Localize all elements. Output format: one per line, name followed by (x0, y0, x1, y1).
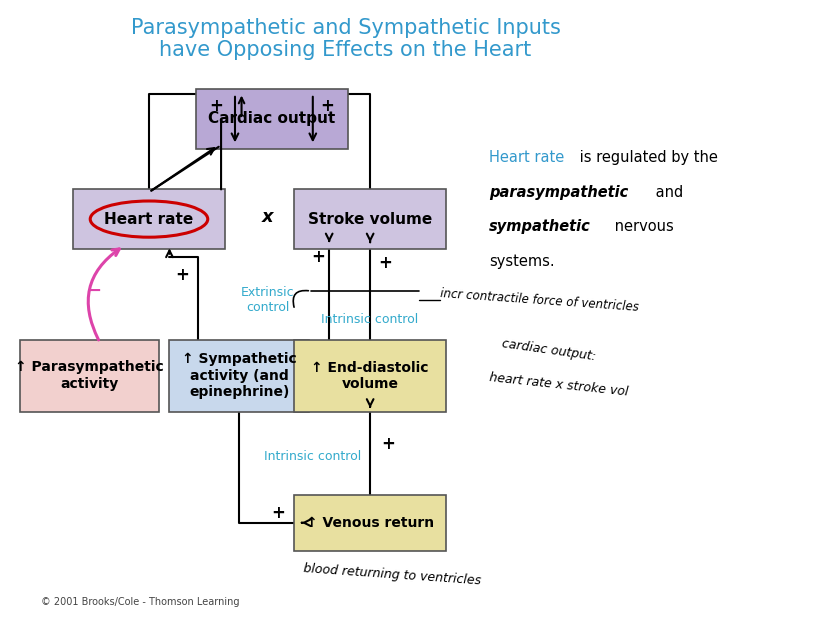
Text: parasympathetic: parasympathetic (488, 185, 627, 200)
Text: Cardiac output: Cardiac output (208, 111, 335, 126)
Text: blood returning to ventricles: blood returning to ventricles (303, 562, 481, 587)
Text: is regulated by the: is regulated by the (574, 150, 717, 165)
FancyBboxPatch shape (294, 495, 446, 551)
Text: heart rate x stroke vol: heart rate x stroke vol (488, 371, 629, 399)
Text: +: + (320, 98, 334, 115)
Text: have Opposing Effects on the Heart: have Opposing Effects on the Heart (159, 40, 531, 60)
Text: Extrinsic
control: Extrinsic control (241, 287, 294, 314)
FancyBboxPatch shape (73, 189, 225, 249)
Text: +: + (310, 248, 324, 265)
Text: systems.: systems. (488, 254, 554, 269)
FancyBboxPatch shape (19, 339, 159, 412)
Text: +: + (378, 254, 391, 272)
Text: and: and (650, 185, 682, 200)
Text: Heart rate: Heart rate (104, 212, 193, 227)
Text: +: + (380, 436, 395, 453)
Text: +: + (271, 505, 285, 522)
Text: Intrinsic control: Intrinsic control (263, 451, 360, 463)
Text: Intrinsic control: Intrinsic control (321, 313, 418, 326)
Text: −: − (85, 282, 100, 300)
Text: ↑ Parasympathetic
activity: ↑ Parasympathetic activity (15, 361, 163, 391)
Text: ↑ End-diastolic
volume: ↑ End-diastolic volume (311, 361, 428, 391)
FancyBboxPatch shape (169, 339, 308, 412)
Text: Heart rate: Heart rate (488, 150, 563, 165)
Text: Stroke volume: Stroke volume (308, 212, 431, 227)
Text: cardiac output:: cardiac output: (501, 337, 596, 364)
Text: +: + (209, 98, 223, 115)
Text: © 2001 Brooks/Cole - Thomson Learning: © 2001 Brooks/Cole - Thomson Learning (41, 597, 239, 607)
Text: ↑ Venous return: ↑ Venous return (306, 516, 434, 530)
Text: ↑ Sympathetic
activity (and
epinephrine): ↑ Sympathetic activity (and epinephrine) (181, 352, 296, 399)
Text: nervous: nervous (609, 219, 673, 234)
FancyBboxPatch shape (294, 189, 446, 249)
Text: Parasympathetic and Sympathetic Inputs: Parasympathetic and Sympathetic Inputs (130, 18, 560, 38)
Text: incr contractile force of ventricles: incr contractile force of ventricles (439, 287, 639, 314)
Text: x: x (262, 208, 273, 226)
Text: sympathetic: sympathetic (488, 219, 590, 234)
FancyBboxPatch shape (294, 339, 446, 412)
FancyBboxPatch shape (196, 89, 347, 148)
Text: +: + (175, 267, 188, 284)
